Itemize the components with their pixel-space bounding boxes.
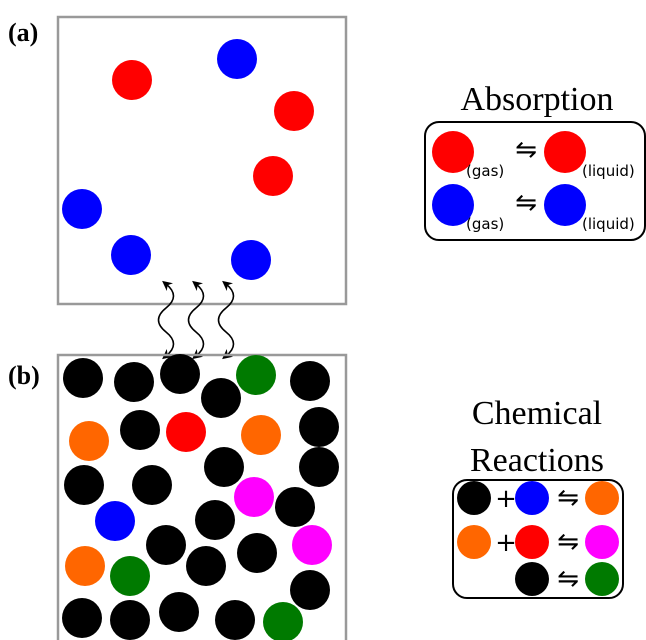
liquid-molecule-black xyxy=(132,465,172,505)
absorption-row-blue: (gas) ⇋ (liquid) xyxy=(432,184,635,233)
blue-molecule-icon xyxy=(515,481,549,515)
liquid-molecule-blue xyxy=(95,501,135,541)
gas-molecule-red xyxy=(112,60,152,100)
panel-b-label: (b) xyxy=(8,361,40,390)
reaction-row-3: ⇋ xyxy=(515,562,619,596)
gas-molecules xyxy=(62,39,314,280)
equilibrium-arrow-icon: ⇋ xyxy=(557,564,579,594)
liquid-molecule-black xyxy=(195,500,235,540)
gas-label: (gas) xyxy=(466,162,504,180)
panel-a-label: (a) xyxy=(8,18,38,47)
gas-label: (gas) xyxy=(466,215,504,233)
red-gas-molecule-icon xyxy=(432,131,474,173)
liquid-molecule-black xyxy=(201,378,241,418)
liquid-molecule-red xyxy=(166,412,206,452)
blue-liquid-molecule-icon xyxy=(544,184,586,226)
liquid-molecule-green xyxy=(263,602,303,640)
black-molecule-icon xyxy=(457,481,491,515)
liquid-molecule-black xyxy=(299,407,339,447)
black-molecule-icon xyxy=(515,562,549,596)
wavy-arrow-right xyxy=(217,280,235,360)
absorption-title: Absorption xyxy=(461,81,614,118)
liquid-label: (liquid) xyxy=(582,215,635,233)
liquid-molecule-black xyxy=(299,447,339,487)
liquid-phase-box xyxy=(56,353,348,640)
liquid-molecule-magenta xyxy=(292,525,332,565)
liquid-molecule-black xyxy=(64,465,104,505)
liquid-molecule-orange xyxy=(241,415,281,455)
reactions-title-line2: Reactions xyxy=(470,442,604,479)
liquid-molecule-black xyxy=(290,361,330,401)
gas-phase-box xyxy=(56,15,348,306)
liquid-molecule-black xyxy=(290,570,330,610)
blue-gas-molecule-icon xyxy=(432,184,474,226)
exchange-arrows xyxy=(157,280,235,360)
liquid-molecule-black xyxy=(186,546,226,586)
reactions-legend-box xyxy=(452,479,624,599)
equilibrium-arrow-icon: ⇋ xyxy=(557,483,579,513)
liquid-molecule-black xyxy=(120,410,160,450)
green-molecule-icon xyxy=(585,562,619,596)
liquid-molecule-orange xyxy=(65,546,105,586)
liquid-label: (liquid) xyxy=(582,162,635,180)
liquid-molecule-black xyxy=(275,487,315,527)
liquid-molecule-orange xyxy=(69,421,109,461)
gas-molecule-blue xyxy=(231,240,271,280)
plus-icon: + xyxy=(495,484,517,514)
liquid-molecule-black xyxy=(237,533,277,573)
equilibrium-arrow-icon: ⇋ xyxy=(515,188,537,218)
reaction-row-1: + ⇋ xyxy=(457,481,619,515)
wavy-arrow-middle xyxy=(187,280,205,360)
gas-molecule-blue xyxy=(217,39,257,79)
liquid-molecule-black xyxy=(215,600,255,640)
liquid-molecule-black xyxy=(160,354,200,394)
liquid-molecule-black xyxy=(114,362,154,402)
gas-molecule-blue xyxy=(111,235,151,275)
orange-molecule-icon xyxy=(585,481,619,515)
equilibrium-arrow-icon: ⇋ xyxy=(557,527,579,557)
red-molecule-icon xyxy=(515,525,549,559)
wavy-arrow-left xyxy=(157,280,175,360)
orange-molecule-icon xyxy=(457,525,491,559)
liquid-molecule-black xyxy=(63,358,103,398)
reaction-row-2: + ⇋ xyxy=(457,525,619,559)
equilibrium-arrow-icon: ⇋ xyxy=(515,135,537,165)
liquid-molecules xyxy=(62,354,339,640)
gas-molecule-red xyxy=(274,91,314,131)
plus-icon: + xyxy=(495,528,517,558)
liquid-molecule-black xyxy=(146,525,186,565)
gas-molecule-blue xyxy=(62,189,102,229)
liquid-molecule-black xyxy=(62,598,102,638)
red-liquid-molecule-icon xyxy=(544,131,586,173)
gas-molecule-red xyxy=(253,156,293,196)
liquid-molecule-magenta xyxy=(234,477,274,517)
reactions-title-line1: Chemical xyxy=(472,395,602,432)
liquid-molecule-black xyxy=(159,592,199,632)
absorption-legend-box xyxy=(424,121,646,241)
magenta-molecule-icon xyxy=(585,525,619,559)
liquid-molecule-black xyxy=(204,447,244,487)
liquid-molecule-black xyxy=(110,600,150,640)
absorption-row-red: (gas) ⇋ (liquid) xyxy=(432,131,635,180)
liquid-molecule-green xyxy=(110,556,150,596)
liquid-molecule-green xyxy=(236,355,276,395)
